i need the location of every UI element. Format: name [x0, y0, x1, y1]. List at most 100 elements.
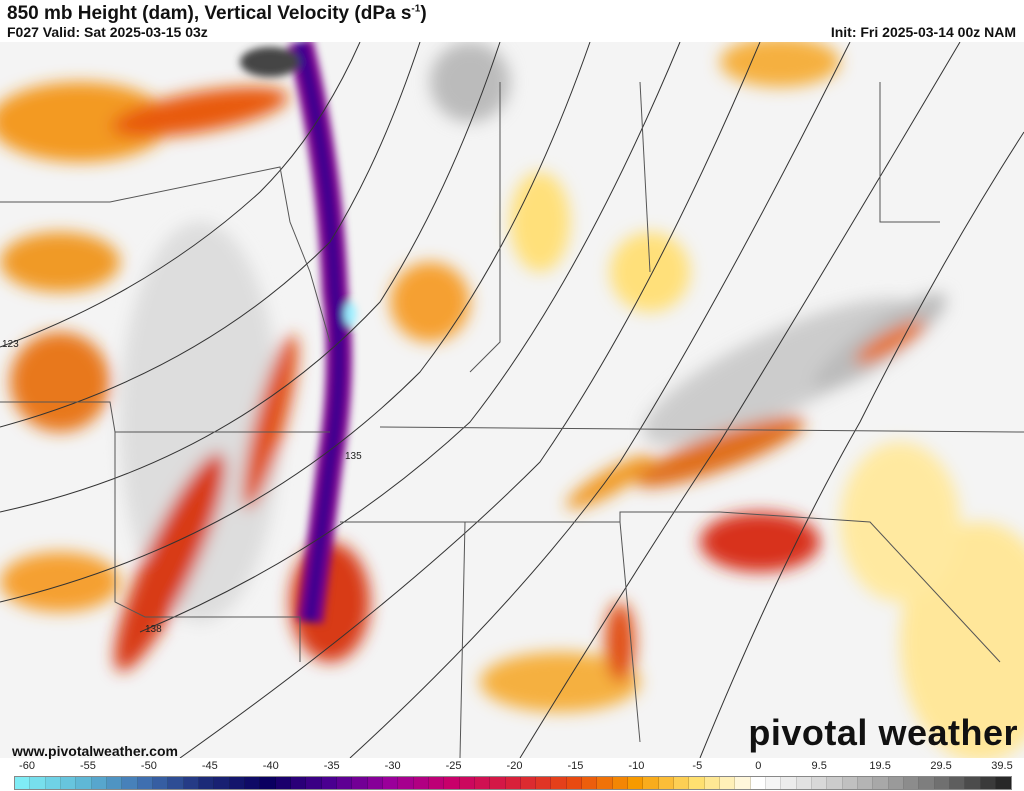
colorbar-swatch: [76, 777, 92, 789]
colorbar-tick: -45: [201, 760, 218, 772]
colorbar-swatch: [474, 777, 491, 789]
colorbar-swatch: [306, 777, 322, 789]
init-time: Init: Fri 2025-03-14 00z NAM: [830, 24, 1016, 40]
colorbar-swatch: [643, 777, 659, 789]
colorbar-swatch: [858, 777, 874, 789]
colorbar-swatch: [198, 777, 215, 789]
colorbar-swatch: [888, 777, 905, 789]
colorbar-swatch: [398, 777, 414, 789]
colorbar-swatch: [873, 777, 889, 789]
colorbar-swatch: [735, 777, 751, 789]
colorbar-tick: 0: [755, 760, 762, 772]
colorbar-swatch: [336, 777, 353, 789]
colorbar-tick: -10: [628, 760, 645, 772]
colorbar-swatch: [459, 777, 475, 789]
colorbar-swatch: [260, 777, 276, 789]
colorbar-tick: 9.5: [811, 760, 827, 772]
map-canvas: 123 135 138: [0, 42, 1024, 758]
colorbar-tick: -25: [445, 760, 462, 772]
contour-label: 123: [2, 339, 19, 350]
contour-label: 135: [345, 451, 362, 462]
colorbar-swatch: [290, 777, 307, 789]
colorbar-swatch: [980, 777, 996, 789]
colorbar-swatch: [137, 777, 153, 789]
colorbar-tick: -15: [567, 760, 584, 772]
colorbar-swatch: [382, 777, 399, 789]
valid-time: F027 Valid: Sat 2025-03-15 03z: [7, 24, 208, 40]
colorbar-swatch: [15, 777, 31, 789]
colorbar: [14, 776, 1012, 790]
colorbar-swatch: [750, 777, 767, 789]
colorbar-swatch: [704, 777, 721, 789]
colorbar-swatch: [812, 777, 828, 789]
colorbar-ticks: -60 -55 -50 -45 -40 -35 -30 -25 -20 -15 -10 -5 0 9.5 1…: [0, 760, 1024, 774]
colorbar-swatch: [919, 777, 935, 789]
colorbar-swatch: [367, 777, 383, 789]
colorbar-swatch: [766, 777, 782, 789]
colorbar-swatch: [168, 777, 184, 789]
title-superscript: -1: [411, 3, 421, 15]
colorbar-swatch: [244, 777, 261, 789]
colorbar-swatch: [352, 777, 368, 789]
colorbar-swatch: [122, 777, 138, 789]
colorbar-swatch: [490, 777, 506, 789]
colorbar-swatch: [934, 777, 951, 789]
colorbar-tick: -50: [140, 760, 157, 772]
colorbar-swatch: [904, 777, 920, 789]
colorbar-swatch: [275, 777, 291, 789]
weather-map[interactable]: 123 135 138: [0, 42, 1024, 758]
colorbar-swatch: [996, 777, 1012, 789]
colorbar-swatch: [444, 777, 460, 789]
colorbar-swatch: [582, 777, 598, 789]
colorbar-swatch: [183, 777, 199, 789]
title-text: 850 mb Height (dam), Vertical Velocity (…: [7, 3, 412, 24]
height-contours: [0, 42, 1024, 758]
colorbar-swatch: [566, 777, 583, 789]
colorbar-tick: 19.5: [869, 760, 891, 772]
strong-ascent-band: [240, 42, 356, 624]
colorbar-tick: -40: [262, 760, 279, 772]
colorbar-tick: -5: [692, 760, 703, 772]
colorbar-swatch: [91, 777, 107, 789]
colorbar-swatch: [152, 777, 169, 789]
colorbar-swatch: [781, 777, 797, 789]
colorbar-swatch: [720, 777, 736, 789]
colorbar-tick: 29.5: [930, 760, 952, 772]
colorbar-swatch: [536, 777, 552, 789]
website-link[interactable]: www.pivotalweather.com: [12, 743, 178, 759]
contour-label: 138: [145, 624, 162, 635]
colorbar-swatch: [674, 777, 690, 789]
colorbar-tick: -55: [79, 760, 96, 772]
colorbar-tick: 39.5: [991, 760, 1013, 772]
colorbar-swatch: [520, 777, 537, 789]
state-borders: [0, 81, 1024, 758]
colorbar-swatch: [428, 777, 445, 789]
colorbar-tick: -30: [384, 760, 401, 772]
colorbar-swatch: [597, 777, 613, 789]
colorbar-swatch: [658, 777, 675, 789]
colorbar-swatch: [796, 777, 813, 789]
colorbar-swatch: [842, 777, 859, 789]
colorbar-tick: -20: [506, 760, 523, 772]
colorbar-swatch: [106, 777, 123, 789]
colorbar-swatch: [551, 777, 567, 789]
colorbar-tick: -60: [19, 760, 35, 772]
colorbar-swatch: [214, 777, 230, 789]
colorbar-swatch: [689, 777, 705, 789]
colorbar-swatch: [505, 777, 521, 789]
colorbar-tick: -35: [323, 760, 340, 772]
colorbar-swatch: [628, 777, 644, 789]
colorbar-swatch: [965, 777, 981, 789]
colorbar-swatch: [950, 777, 966, 789]
colorbar-swatch: [229, 777, 245, 789]
colorbar-swatch: [30, 777, 46, 789]
colorbar-swatch: [60, 777, 77, 789]
colorbar-swatch: [612, 777, 629, 789]
brand-logo: pivotal weather: [748, 712, 1018, 753]
colorbar-swatch: [827, 777, 843, 789]
colorbar-swatch: [45, 777, 61, 789]
velocity-field: [0, 42, 1024, 758]
colorbar-swatch: [321, 777, 337, 789]
title-end: ): [420, 3, 427, 24]
map-title: 850 mb Height (dam), Vertical Velocity (…: [7, 3, 427, 25]
